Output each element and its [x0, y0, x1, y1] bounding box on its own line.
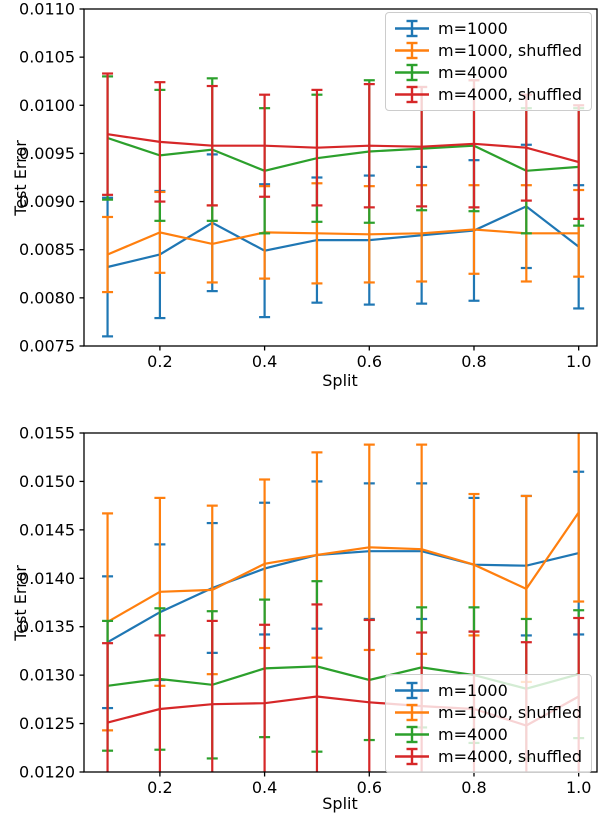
svg-text:0.0105: 0.0105 [19, 48, 75, 67]
series-m-4000-shuffled [102, 603, 585, 772]
errorbar-glyph-icon [395, 747, 430, 766]
legend-label: m=1000 [438, 18, 508, 38]
svg-text:0.6: 0.6 [357, 352, 382, 371]
bottom-chart-legend: m=1000 m=1000, shuffled m=4000 m=4000, s… [385, 674, 592, 773]
top-chart-legend: m=1000 m=1000, shuffled m=4000 m=4000, s… [385, 12, 592, 111]
top-chart-plot-area: 0.2 0.4 0.6 0.8 1.0 0.0075 0.0080 0.0085 0.0090 0… [19, 0, 598, 371]
svg-text:0.8: 0.8 [461, 352, 486, 371]
legend-entry: m=1000, shuffled [393, 702, 582, 723]
svg-text:0.4: 0.4 [252, 352, 277, 371]
svg-text:0.0150: 0.0150 [19, 472, 75, 491]
svg-text:0.6: 0.6 [357, 778, 382, 797]
tick-labels: 0.2 0.4 0.6 0.8 1.0 0.0075 0.0080 0.0085 0.0090 0… [19, 0, 591, 371]
svg-text:0.0120: 0.0120 [19, 763, 75, 782]
series-line [107, 550, 579, 644]
svg-text:0.8: 0.8 [461, 778, 486, 797]
tick-labels: 0.2 0.4 0.6 0.8 1.0 0.0120 0.0125 0.0130 0.0135 0… [19, 424, 591, 798]
legend-entry: m=4000 [393, 62, 582, 83]
svg-text:0.0155: 0.0155 [19, 424, 75, 443]
legend-label: m=4000 [438, 62, 508, 82]
bottom-chart-y-axis-label: Test Error [11, 565, 30, 641]
series-line [107, 228, 579, 256]
svg-text:1.0: 1.0 [566, 778, 591, 797]
series-m-1000-shuffled [102, 182, 585, 294]
svg-text:0.0130: 0.0130 [19, 666, 75, 685]
legend-entry: m=1000 [393, 18, 582, 39]
series-line [107, 136, 579, 172]
svg-text:0.0110: 0.0110 [19, 0, 75, 19]
series-line [107, 511, 580, 623]
svg-text:0.0090: 0.0090 [19, 192, 75, 211]
svg-text:0.0145: 0.0145 [19, 520, 75, 539]
series-line [107, 133, 579, 164]
legend-label: m=4000, shuffled [438, 84, 582, 104]
errorbar-glyph-icon [395, 703, 430, 722]
errorbar-glyph-icon [395, 63, 430, 82]
legend-entry: m=1000 [393, 680, 582, 701]
legend-label: m=4000 [438, 724, 508, 744]
bottom-chart-plot-area: 0.2 0.4 0.6 0.8 1.0 0.0120 0.0125 0.0130 0.0135 0… [19, 424, 598, 798]
legend-entry: m=4000 [393, 724, 582, 745]
svg-text:0.2: 0.2 [147, 352, 172, 371]
errorbar-glyph-icon [395, 681, 430, 700]
series-m-1000 [102, 143, 585, 338]
svg-text:0.0125: 0.0125 [19, 714, 75, 733]
top-chart: 0.2 0.4 0.6 0.8 1.0 0.0075 0.0080 0.0085 0.0090 0… [11, 0, 598, 390]
bottom-chart-x-axis-label: Split [322, 794, 358, 813]
errorbar-glyph-icon [395, 85, 430, 104]
svg-text:0.0135: 0.0135 [19, 617, 75, 636]
legend-label: m=1000, shuffled [438, 40, 582, 60]
axes [79, 8, 598, 351]
legend-label: m=1000 [438, 680, 508, 700]
top-chart-x-axis-label: Split [322, 371, 358, 390]
errorbar-glyph-icon [395, 725, 430, 744]
svg-text:0.0140: 0.0140 [19, 569, 75, 588]
top-chart-y-axis-label: Test Error [11, 140, 30, 216]
svg-text:0.0100: 0.0100 [19, 96, 75, 115]
svg-text:0.0075: 0.0075 [19, 337, 75, 356]
svg-text:0.0095: 0.0095 [19, 144, 75, 163]
svg-text:0.4: 0.4 [252, 778, 277, 797]
axes [79, 432, 598, 777]
bottom-chart: 0.2 0.4 0.6 0.8 1.0 0.0120 0.0125 0.0130 0.0135 0… [0, 420, 604, 818]
legend-label: m=4000, shuffled [438, 746, 582, 766]
svg-text:0.0080: 0.0080 [19, 288, 75, 307]
svg-text:0.2: 0.2 [147, 778, 172, 797]
legend-entry: m=1000, shuffled [393, 40, 582, 61]
svg-text:0.0085: 0.0085 [19, 240, 75, 259]
legend-label: m=1000, shuffled [438, 702, 582, 722]
errorbar-glyph-icon [395, 19, 430, 38]
legend-entry: m=4000, shuffled [393, 84, 582, 105]
svg-text:1.0: 1.0 [566, 352, 591, 371]
legend-entry: m=4000, shuffled [393, 746, 582, 767]
errorbar-glyph-icon [395, 41, 430, 60]
